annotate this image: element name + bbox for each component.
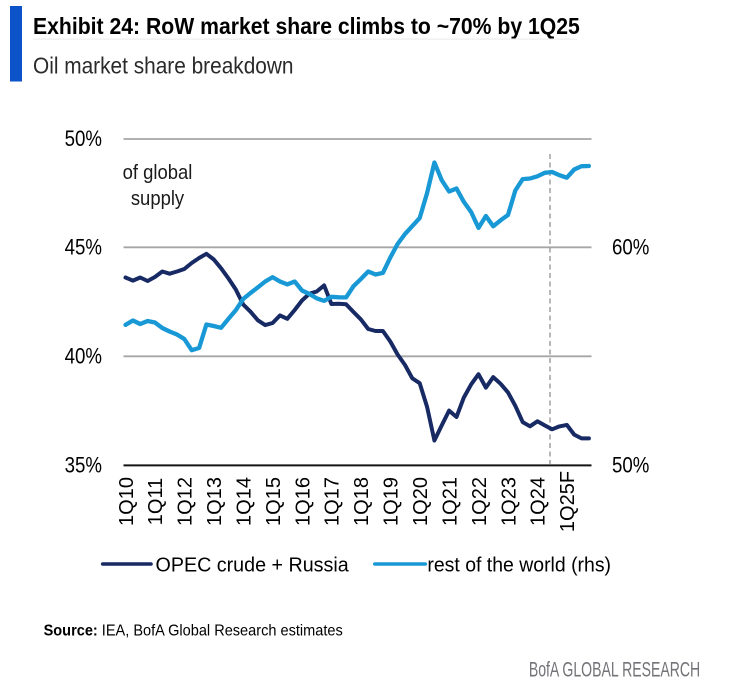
svg-text:1Q11: 1Q11	[145, 478, 167, 525]
svg-text:40%: 40%	[65, 344, 102, 369]
svg-text:1Q19: 1Q19	[381, 477, 403, 526]
svg-text:rest of the world (rhs): rest of the world (rhs)	[427, 554, 611, 576]
svg-text:1Q15: 1Q15	[263, 477, 285, 526]
svg-text:OPEC crude + Russia: OPEC crude + Russia	[156, 554, 350, 576]
svg-text:1Q10: 1Q10	[116, 477, 138, 526]
svg-text:1Q25F: 1Q25F	[557, 471, 579, 532]
svg-text:1Q12: 1Q12	[175, 477, 197, 526]
svg-text:1Q22: 1Q22	[469, 477, 491, 526]
svg-text:Oil market share breakdown: Oil market share breakdown	[33, 53, 293, 79]
svg-text:1Q20: 1Q20	[410, 477, 432, 526]
svg-text:35%: 35%	[65, 453, 102, 478]
svg-text:45%: 45%	[65, 235, 102, 260]
svg-text:of global: of global	[123, 161, 193, 184]
svg-text:1Q24: 1Q24	[528, 477, 550, 526]
svg-text:1Q16: 1Q16	[292, 477, 314, 526]
svg-text:1Q21: 1Q21	[439, 477, 461, 526]
svg-text:1Q14: 1Q14	[234, 477, 256, 526]
svg-text:50%: 50%	[612, 453, 649, 478]
svg-text:Exhibit 24: RoW market share c: Exhibit 24: RoW market share climbs to ~…	[33, 13, 580, 39]
svg-text:60%: 60%	[612, 235, 649, 260]
svg-text:supply: supply	[131, 187, 185, 210]
svg-text:BofA GLOBAL RESEARCH: BofA GLOBAL RESEARCH	[529, 658, 700, 681]
svg-text:50%: 50%	[65, 127, 102, 152]
svg-text:1Q13: 1Q13	[204, 477, 226, 526]
svg-text:1Q23: 1Q23	[498, 477, 520, 526]
svg-text:1Q17: 1Q17	[322, 477, 344, 526]
svg-text:1Q18: 1Q18	[351, 477, 373, 526]
svg-text:Source: IEA, BofA Global Resea: Source: IEA, BofA Global Research estima…	[44, 622, 343, 640]
